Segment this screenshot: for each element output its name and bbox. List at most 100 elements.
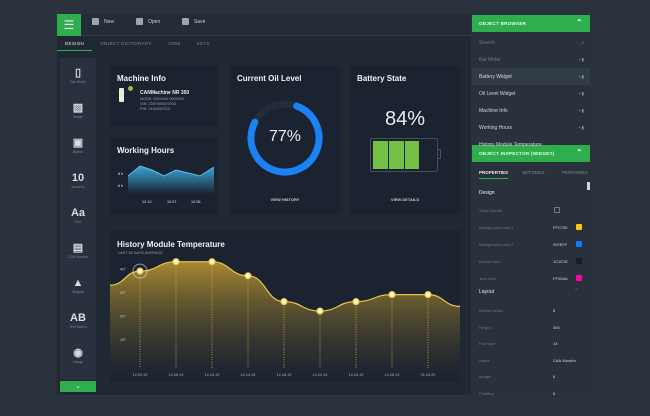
save-button[interactable]: Save [182,18,205,25]
working-hours-card[interactable]: Working Hours 8 h 6 h 12.10 12.07 12.08 [110,138,218,214]
data-point[interactable] [280,298,288,306]
property-value[interactable]: 8 [553,308,556,313]
property-row[interactable]: Font size 14 [472,336,586,352]
property-value[interactable]: CAN Monitor [553,357,576,363]
sidebar-item-can-monitor[interactable]: ▤ CAN Monitor [60,241,96,259]
chevron-up-icon[interactable]: ⌃ [575,148,583,157]
menu-button[interactable]: ☰ [57,14,81,36]
main-tabs: DESIGN OBJECT DICTIONARY JOBS KEYS [57,37,471,51]
chart-subtitle: LAST 30 DAYS AVERAGE [118,251,163,255]
property-row[interactable]: Name CAN Monitor [472,353,586,369]
object-browser-header[interactable]: ⌃ OBJECT BROWSER [472,15,590,32]
machine-line: VIN: 2287000007003 [140,102,176,106]
property-value[interactable]: FF00AA [553,276,568,281]
search-input[interactable]: Search ⌕ [472,34,590,51]
data-point[interactable] [388,290,396,299]
lock-delete-icons[interactable]: ▪ ▮ [578,125,584,130]
new-label: New [104,18,115,25]
tab-settings[interactable]: SETTINGS [522,170,545,175]
tab-keys[interactable]: KEYS [196,41,210,46]
browser-item[interactable]: Working Hours ▪ ▮ [472,119,590,136]
property-row[interactable]: Show Border [472,203,586,219]
browser-item[interactable]: Machine Info ▪ ▮ [472,102,590,119]
open-label: Open [148,18,161,25]
sidebar-item-text[interactable]: Aa Text [60,206,96,224]
tab-performance[interactable]: PERFORMANCE [562,170,588,175]
property-value[interactable]: 14 [553,341,558,346]
y-tick: 20° [120,313,126,318]
data-point[interactable] [424,290,432,299]
browser-item[interactable]: Oil Level Widget ▪ ▮ [472,85,590,102]
property-value[interactable]: 300 [553,324,560,330]
color-swatch[interactable] [576,224,582,230]
sidebar-item-shapes[interactable]: ▲ Shapes [60,276,96,294]
data-point[interactable] [352,298,360,306]
header-title: OBJECT BROWSER [479,21,527,26]
property-name: Height [479,324,491,330]
scrollbar[interactable] [587,182,590,190]
property-row[interactable]: Border color 1C1E1E [472,254,586,270]
browser-item[interactable]: Battery Widget ▪ ▮ [472,68,590,85]
color-swatch[interactable] [576,258,582,264]
machine-icon [119,88,124,102]
chevron-up-icon[interactable]: ⌃ [574,289,580,295]
data-point[interactable] [208,258,216,266]
history-temperature-card[interactable]: History Module Temperature LAST 30 DAYS … [110,230,460,382]
property-value[interactable]: 097EFF [553,242,568,247]
battery-cell [404,141,420,169]
view-history-link[interactable]: VIEW HISTORY [270,197,300,202]
search-placeholder: Search [479,40,495,46]
chevron-up-icon[interactable]: ⌃ [575,18,583,27]
property-row[interactable]: Border radius 8 [472,303,586,319]
property-value[interactable]: 8 [553,390,556,396]
card-title: Battery State [357,74,407,83]
browser-item[interactable]: History Module Temperature [472,136,590,148]
property-value[interactable]: 6 [553,374,556,379]
browser-item[interactable]: Bar Meter ▪ ▮ [472,51,590,68]
tab-jobs[interactable]: JOBS [167,41,181,46]
header-title: OBJECT INSPECTOR (WIDGET) [479,151,555,156]
battery-cell [373,141,388,169]
widget-sidebar: ▯ Bar Meter ▨ Image ▣ Button 10 Numeric Aa Text ▤ C… [60,58,96,380]
property-name: Background color 2 [479,242,514,247]
tab-object-dictionary[interactable]: OBJECT DICTIONARY [100,41,152,46]
property-row[interactable]: Height 300 [472,320,586,336]
data-point[interactable] [136,267,144,275]
data-point[interactable] [172,258,180,266]
property-name: Text color [479,276,497,281]
color-swatch[interactable] [576,241,582,247]
lock-delete-icons[interactable]: ▪ ▮ [578,91,584,96]
lock-delete-icons[interactable]: ▪ ▮ [578,57,584,62]
tab-design[interactable]: DESIGN [57,37,93,51]
battery-card[interactable]: Battery State 84% VIEW DETAILS [350,66,460,214]
color-swatch[interactable] [576,275,582,281]
battery-icon [370,138,438,172]
view-details-link[interactable]: VIEW DETAILS [390,197,420,202]
data-point[interactable] [244,272,252,280]
object-inspector-header[interactable]: ⌃ OBJECT INSPECTOR (WIDGET) [472,145,590,162]
checkbox[interactable] [554,207,560,213]
property-row[interactable]: Background color 1 FFC700 [472,220,586,236]
property-value[interactable]: FFC700 [553,225,568,230]
layout-section-label: Layout [479,289,495,295]
tab-properties[interactable]: PROPERTIES [479,170,509,179]
data-point[interactable] [316,307,324,315]
open-button[interactable]: Open [136,18,160,25]
lock-delete-icons[interactable]: ▪ ▮ [578,74,584,79]
property-row[interactable]: Margin 6 [472,369,586,385]
new-button[interactable]: New [92,18,114,25]
property-row[interactable]: Background color 2 097EFF [472,237,586,253]
sidebar-item-numeric[interactable]: 10 Numeric [60,171,96,189]
sidebar-scroll-down-button[interactable]: ⌄ [60,381,96,392]
property-row[interactable]: Padding 8 [472,386,586,402]
sidebar-item-text-switch[interactable]: AB Text Switch [60,311,96,329]
sidebar-item-gauge[interactable]: ◉ Gauge [60,346,96,364]
oil-level-card[interactable]: Current Oil Level 77% VIEW HISTORY [230,66,340,214]
sidebar-item-image[interactable]: ▨ Image [60,101,96,119]
property-value[interactable]: 1C1E1E [553,259,568,264]
sidebar-item-bar-meter[interactable]: ▯ Bar Meter [60,66,96,84]
machine-info-card[interactable]: Machine Info CANMachine NR 350 MODE: 550… [110,66,218,126]
property-row[interactable]: Text color FF00AA [472,271,586,287]
sidebar-item-button[interactable]: ▣ Button [60,136,96,154]
lock-delete-icons[interactable]: ▪ ▮ [578,108,584,113]
